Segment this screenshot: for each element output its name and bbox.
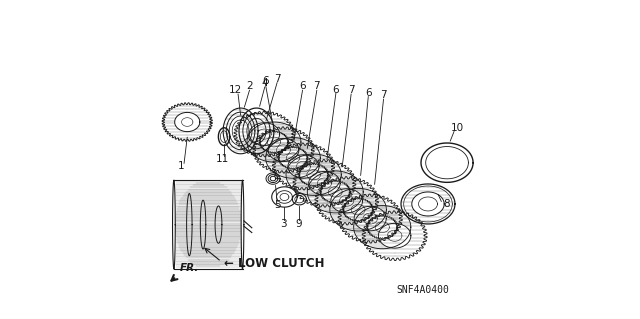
Text: 11: 11 <box>216 154 229 165</box>
Text: 7: 7 <box>274 73 280 84</box>
Text: 2: 2 <box>246 81 253 92</box>
Text: 6: 6 <box>365 88 372 98</box>
Text: 9: 9 <box>295 219 301 229</box>
Text: 1: 1 <box>177 161 184 171</box>
Text: 6: 6 <box>300 81 306 92</box>
Text: 6: 6 <box>262 76 269 86</box>
Text: 3: 3 <box>280 219 287 229</box>
Text: 7: 7 <box>380 90 387 100</box>
Text: 10: 10 <box>451 123 464 133</box>
Text: SNF4A0400: SNF4A0400 <box>397 285 450 295</box>
Text: 8: 8 <box>443 199 450 209</box>
Text: 7: 7 <box>314 81 320 92</box>
Text: 7: 7 <box>348 85 355 95</box>
Text: 5: 5 <box>274 200 280 210</box>
Text: FR.: FR. <box>180 263 199 273</box>
Text: 6: 6 <box>333 85 339 95</box>
Text: ← LOW CLUTCH: ← LOW CLUTCH <box>224 257 324 270</box>
Text: 4: 4 <box>261 78 268 88</box>
Text: 12: 12 <box>229 85 243 95</box>
